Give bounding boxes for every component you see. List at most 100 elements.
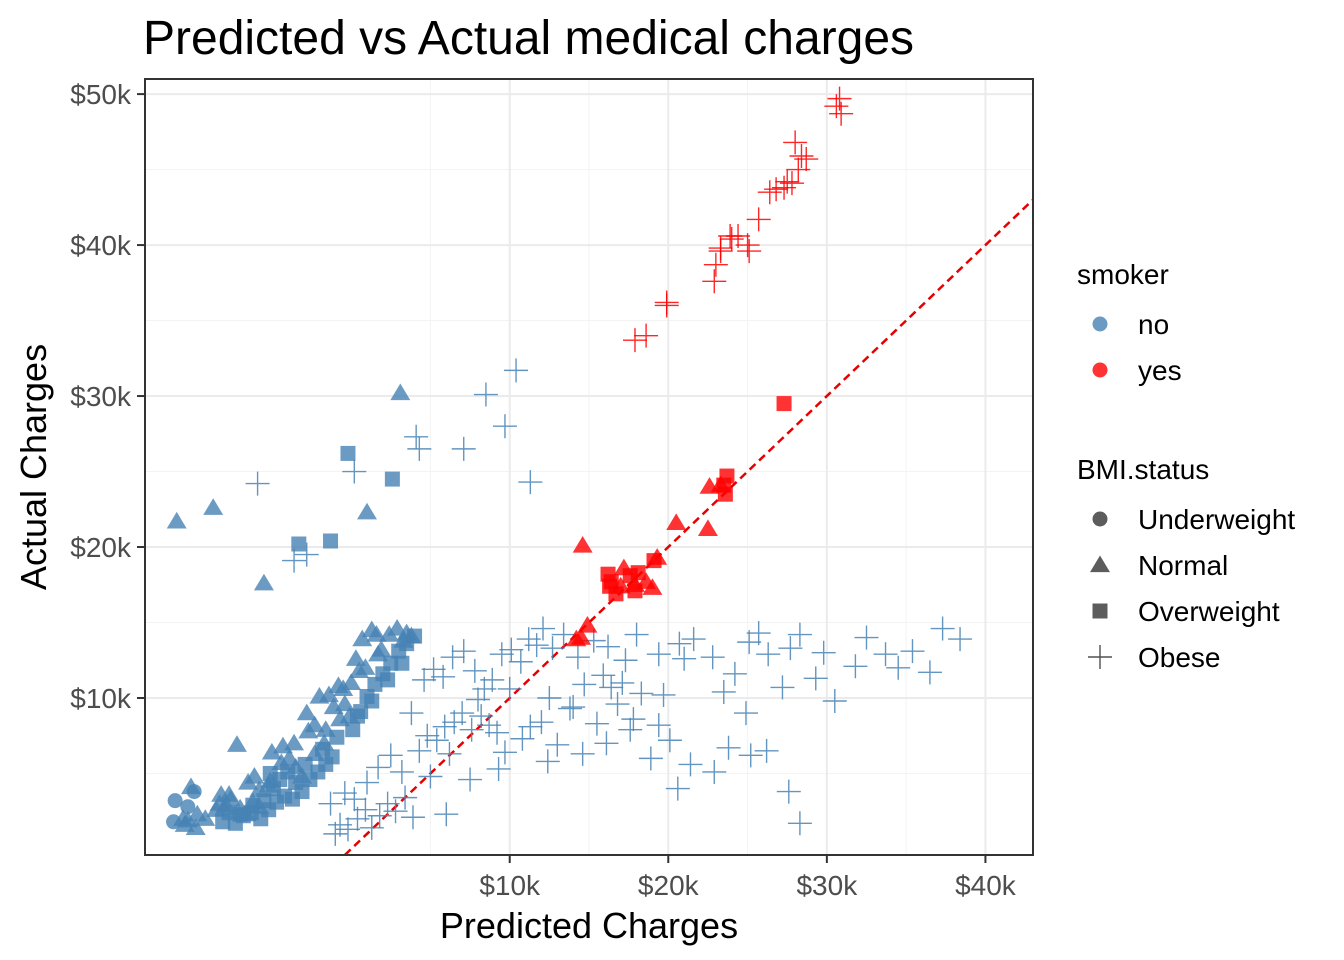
data-point-no-obese [424, 728, 449, 753]
data-point-yes-normal [666, 513, 687, 530]
data-point-yes-obese [783, 130, 808, 155]
data-point-yes-overweight [630, 565, 646, 581]
data-point-yes-obese [634, 323, 659, 348]
x-tick-label: $30k [796, 870, 858, 901]
data-point-no-obese [873, 642, 898, 667]
data-point-yes-obese [775, 169, 800, 194]
data-point-yes-normal [577, 616, 598, 633]
legend-label-bmi-obese: Obese [1138, 642, 1221, 673]
data-point-no-obese [485, 720, 510, 745]
data-point-no-obese [948, 627, 973, 652]
data-point-yes-overweight [716, 477, 732, 493]
data-point-no-normal [284, 733, 305, 751]
x-axis: $10k $20k $30k $40k [479, 855, 1017, 901]
data-point-no-obese [389, 759, 414, 784]
data-point-yes-obese [703, 252, 728, 277]
data-point-no-obese [540, 636, 565, 661]
data-point-no-obese [886, 655, 911, 680]
legend-key-smoker-no [1092, 316, 1108, 332]
data-point-no-overweight [315, 741, 331, 757]
data-point-no-obese [605, 692, 630, 717]
data-point-yes-overweight [776, 396, 792, 412]
data-point-no-obese [524, 633, 549, 658]
data-point-no-obese [342, 787, 367, 812]
data-point-no-obese [355, 770, 379, 795]
legend-key-bmi-underweight [1092, 511, 1108, 527]
data-point-yes-normal [642, 578, 663, 595]
data-point-no-obese [545, 732, 570, 757]
data-point-no-obese [510, 726, 535, 751]
data-point-no-obese [557, 696, 582, 721]
data-point-no-obese [383, 799, 408, 824]
data-point-no-obese [451, 436, 476, 461]
data-point-yes-normal [697, 519, 718, 537]
data-point-yes-obese [829, 101, 854, 126]
data-point-yes-overweight [608, 586, 624, 602]
legend-key-bmi-obese [1088, 645, 1112, 669]
data-point-no-obese [518, 470, 543, 495]
data-point-no-normal [253, 573, 274, 591]
data-point-no-obese [459, 717, 484, 742]
data-point-yes-obese [735, 233, 760, 258]
data-point-no-obese [646, 642, 671, 667]
data-point-no-obese [437, 741, 462, 766]
data-point-no-obese [822, 689, 847, 714]
data-point-no-overweight [291, 536, 307, 552]
y-tick-label: $30k [70, 381, 132, 412]
data-point-no-obese [378, 743, 403, 768]
data-point-no-obese [618, 717, 643, 742]
x-tick-label: $20k [638, 870, 700, 901]
data-point-no-normal [272, 736, 293, 754]
data-point-no-obese [754, 738, 779, 763]
data-point-yes-normal [572, 536, 593, 553]
data-point-no-obese [434, 802, 459, 827]
data-point-no-obese [412, 667, 437, 692]
data-point-no-underweight [180, 799, 196, 815]
data-point-no-obese [492, 740, 517, 765]
data-point-no-obese [342, 459, 367, 484]
data-point-no-obese [737, 630, 762, 655]
data-point-no-obese [366, 755, 391, 780]
data-point-no-obese [499, 637, 524, 662]
data-point-no-normal [203, 498, 224, 515]
data-point-no-normal [185, 818, 206, 835]
data-point-no-normal [330, 709, 351, 727]
data-point-no-obese [722, 661, 747, 686]
data-point-no-overweight [380, 672, 396, 688]
data-point-no-obese [400, 805, 425, 830]
data-point-no-obese [537, 685, 562, 710]
legend-key-bmi-overweight [1092, 603, 1108, 619]
reference-line-group [343, 198, 1034, 856]
data-point-no-obese [492, 414, 517, 439]
data-point-no-obese [610, 670, 635, 695]
data-point-no-obese [440, 645, 465, 670]
data-point-no-obese [450, 701, 475, 726]
data-point-no-overweight [245, 797, 261, 813]
data-point-no-obese [561, 695, 586, 720]
data-point-yes-obese [719, 227, 744, 252]
plot-panel [144, 78, 1034, 856]
data-point-no-obese [404, 424, 429, 449]
data-point-yes-obese [622, 328, 647, 353]
legend-smoker-items: no yes [1092, 309, 1182, 386]
data-point-no-normal [366, 625, 387, 642]
data-point-no-obese [393, 785, 418, 810]
data-point-no-normal [166, 511, 187, 529]
data-point-no-obese [613, 648, 638, 673]
data-point-no-normal [333, 679, 354, 697]
data-point-no-overweight [394, 655, 410, 671]
data-point-no-obese [776, 779, 801, 804]
data-point-no-obese [531, 616, 556, 641]
data-point-no-obese [451, 639, 476, 664]
data-point-no-normal [296, 703, 317, 721]
data-point-yes-obese [708, 236, 733, 261]
data-point-no-overweight [297, 756, 313, 772]
legend-bmi-items: Underweight Normal Overweight Obese [1088, 504, 1295, 673]
legend: smoker no yes BMI.status Underweight Norma… [1077, 259, 1295, 673]
data-point-yes-obese [726, 224, 751, 249]
data-point-no-obese [462, 658, 487, 683]
data-point-no-obese [624, 622, 649, 647]
data-point-no-obese [596, 634, 621, 659]
data-point-no-overweight [340, 445, 356, 461]
